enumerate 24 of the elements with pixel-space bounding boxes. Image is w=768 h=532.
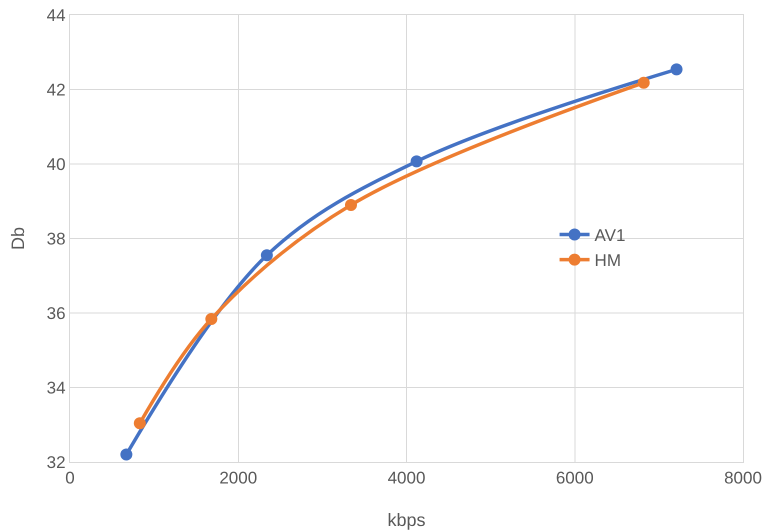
y-tick-label: 36 [46, 304, 66, 323]
point [134, 417, 146, 430]
point [638, 76, 650, 89]
y-tick-label: 38 [46, 229, 66, 248]
point [344, 198, 357, 211]
legend-label: HM [594, 251, 622, 270]
x-tick-label: 0 [65, 468, 75, 488]
x-tick-label: 6000 [556, 468, 594, 488]
legend-label: AV1 [594, 226, 626, 246]
x-tick-label: 2000 [219, 468, 258, 488]
x-axis-title: kbps [387, 510, 426, 530]
x-tick-label: 4000 [388, 468, 426, 488]
point [205, 312, 218, 325]
x-tick-label: 8000 [724, 468, 762, 488]
point [410, 155, 423, 168]
y-axis-title: Db [8, 226, 28, 250]
point [260, 249, 273, 262]
y-tick-label: 34 [46, 378, 66, 398]
y-tick-label: 32 [46, 452, 66, 472]
y-tick-label: 42 [46, 80, 66, 100]
point [670, 63, 683, 76]
point [120, 448, 132, 461]
y-tick-label: 44 [46, 6, 66, 25]
y-tick-label: 40 [46, 154, 66, 174]
